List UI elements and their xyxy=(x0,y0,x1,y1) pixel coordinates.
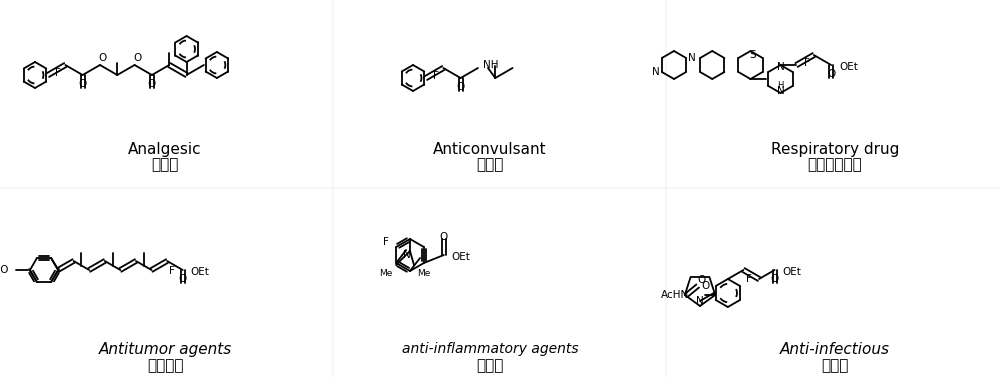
Text: OEt: OEt xyxy=(191,267,210,277)
Text: Anticonvulsant: Anticonvulsant xyxy=(433,142,547,157)
Text: F: F xyxy=(804,58,810,68)
Text: O: O xyxy=(702,281,710,291)
Text: O: O xyxy=(697,275,706,285)
Text: Respiratory drug: Respiratory drug xyxy=(771,142,899,157)
Text: Anti-infectious: Anti-infectious xyxy=(780,342,890,357)
Text: O: O xyxy=(457,82,465,92)
Text: AcHN: AcHN xyxy=(661,290,689,300)
Text: 呼吸系统药物: 呼吸系统药物 xyxy=(808,157,862,172)
Text: OEt: OEt xyxy=(783,267,801,277)
Text: F: F xyxy=(746,274,751,284)
Text: F: F xyxy=(55,68,61,78)
Text: O: O xyxy=(827,69,835,79)
Text: F: F xyxy=(383,237,389,247)
Text: N: N xyxy=(652,67,660,77)
Text: Antitumor agents: Antitumor agents xyxy=(98,342,232,357)
Text: 抗炎药: 抗炎药 xyxy=(476,358,504,373)
Text: NH: NH xyxy=(483,60,498,70)
Text: O: O xyxy=(79,79,87,89)
Text: F: F xyxy=(169,266,175,276)
Text: F: F xyxy=(433,71,439,81)
Text: MeO: MeO xyxy=(0,265,8,275)
Text: N: N xyxy=(777,62,784,72)
Text: H: H xyxy=(777,81,784,89)
Text: N: N xyxy=(688,53,696,63)
Text: O: O xyxy=(770,274,779,284)
Text: OEt: OEt xyxy=(452,252,471,262)
Text: 抗肿瘤药: 抗肿瘤药 xyxy=(147,358,183,373)
Text: anti-inflammatory agents: anti-inflammatory agents xyxy=(402,342,578,356)
Text: O: O xyxy=(148,79,156,89)
Text: O: O xyxy=(133,53,142,63)
Text: Me: Me xyxy=(380,268,393,277)
Text: O: O xyxy=(179,274,187,284)
Text: 止痛药: 止痛药 xyxy=(151,157,179,172)
Text: S: S xyxy=(749,50,756,60)
Text: 抗感染: 抗感染 xyxy=(821,358,849,373)
Text: Analgesic: Analgesic xyxy=(128,142,202,157)
Text: O: O xyxy=(440,232,448,242)
Text: OEt: OEt xyxy=(839,62,858,72)
Text: N: N xyxy=(696,296,704,306)
Text: 抗痉挛: 抗痉挛 xyxy=(476,157,504,172)
Text: O: O xyxy=(99,53,107,63)
Text: N: N xyxy=(403,250,411,260)
Text: Me: Me xyxy=(417,268,430,277)
Text: N: N xyxy=(777,86,784,96)
